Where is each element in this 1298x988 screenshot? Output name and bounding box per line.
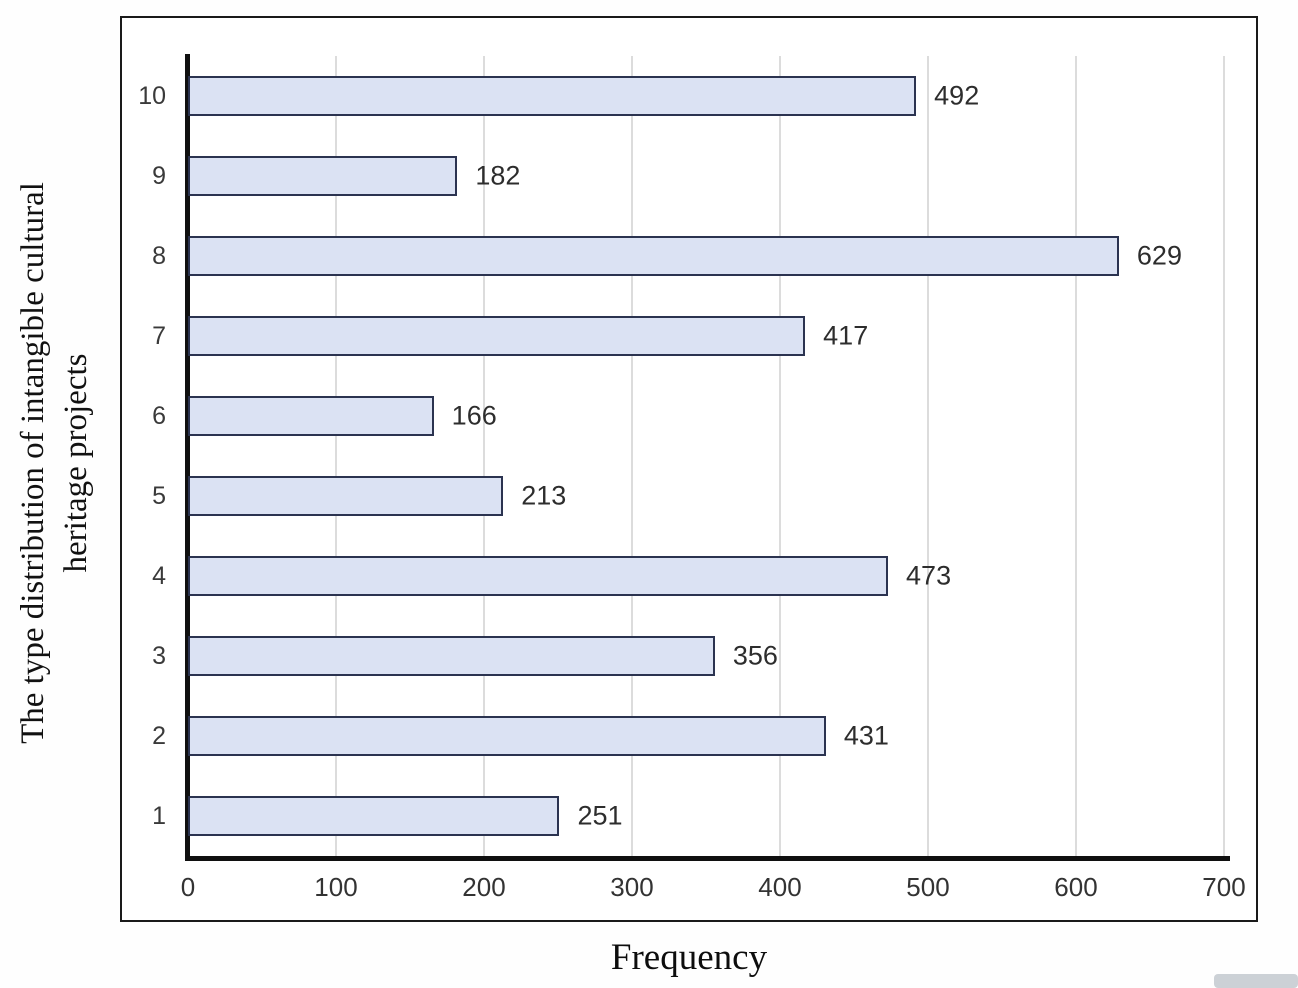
bar-value-label: 417 xyxy=(823,320,869,351)
bar-row: 417 xyxy=(188,296,1224,376)
bar-value-label: 356 xyxy=(732,640,778,671)
y-axis-title: The type distribution of intangible cult… xyxy=(15,182,94,744)
y-tick-labels: 10 9 8 7 6 5 4 3 2 1 xyxy=(122,56,180,856)
bar xyxy=(188,156,458,196)
bar xyxy=(188,236,1119,276)
y-axis-line xyxy=(185,54,190,860)
y-tick-label: 10 xyxy=(138,81,166,110)
gridline xyxy=(335,56,337,856)
bar xyxy=(188,556,889,596)
y-tick-label: 7 xyxy=(152,321,166,350)
gridline xyxy=(631,56,633,856)
bar-row: 166 xyxy=(188,376,1224,456)
y-tick-label: 5 xyxy=(152,481,166,510)
y-tick-label: 6 xyxy=(152,401,166,430)
bar-value-label: 166 xyxy=(451,400,497,431)
bar xyxy=(188,396,434,436)
y-tick-label: 9 xyxy=(152,161,166,190)
y-tick-label: 2 xyxy=(152,721,166,750)
bar-value-label: 492 xyxy=(934,80,980,111)
bar xyxy=(188,476,504,516)
bar xyxy=(188,316,806,356)
x-tick-label: 700 xyxy=(1202,872,1246,902)
bar xyxy=(188,636,715,676)
plot-area: 492 182 629 417 166 213 473 356 431 251 xyxy=(188,56,1225,856)
gridline xyxy=(1075,56,1077,856)
y-tick-label: 1 xyxy=(152,801,166,830)
x-tick-labels: 0 100 200 300 400 500 600 700 xyxy=(181,872,1246,904)
x-tick-label: 300 xyxy=(610,872,654,902)
x-tick-label: 400 xyxy=(758,872,802,902)
y-tick-label: 3 xyxy=(152,641,166,670)
x-tick-label: 0 xyxy=(180,872,196,902)
bar-value-label: 251 xyxy=(577,800,623,831)
bar-value-label: 431 xyxy=(843,720,889,751)
bar-value-label: 473 xyxy=(906,560,952,591)
x-tick-label: 200 xyxy=(462,872,506,902)
corner-artifact xyxy=(1214,974,1298,988)
bar-row: 629 xyxy=(188,216,1224,296)
bar-row: 356 xyxy=(188,616,1224,696)
x-axis-title: Frequency xyxy=(610,937,768,978)
x-tick-label: 500 xyxy=(906,872,950,902)
x-tick-label: 600 xyxy=(1054,872,1098,902)
bar-row: 213 xyxy=(188,456,1224,536)
bar xyxy=(188,716,826,756)
x-axis-line xyxy=(185,856,1230,861)
bar-row: 473 xyxy=(188,536,1224,616)
x-tick-label: 100 xyxy=(314,872,358,902)
bar-value-label: 213 xyxy=(521,480,567,511)
gridline xyxy=(779,56,781,856)
gridline xyxy=(1223,56,1225,856)
bar-row: 431 xyxy=(188,696,1224,776)
bar-row: 182 xyxy=(188,136,1224,216)
bar xyxy=(188,796,560,836)
bar-value-label: 182 xyxy=(475,160,521,191)
gridline xyxy=(483,56,485,856)
y-tick-label: 4 xyxy=(152,561,166,590)
y-tick-label: 8 xyxy=(152,241,166,270)
bar xyxy=(188,76,917,116)
bar-value-label: 629 xyxy=(1136,240,1182,271)
chart-frame: 10 9 8 7 6 5 4 3 2 1 492 182 629 417 166 213 473 356 431 2… xyxy=(120,16,1258,922)
bar-row: 492 xyxy=(188,56,1224,136)
bar-row: 251 xyxy=(188,776,1224,856)
gridline xyxy=(927,56,929,856)
